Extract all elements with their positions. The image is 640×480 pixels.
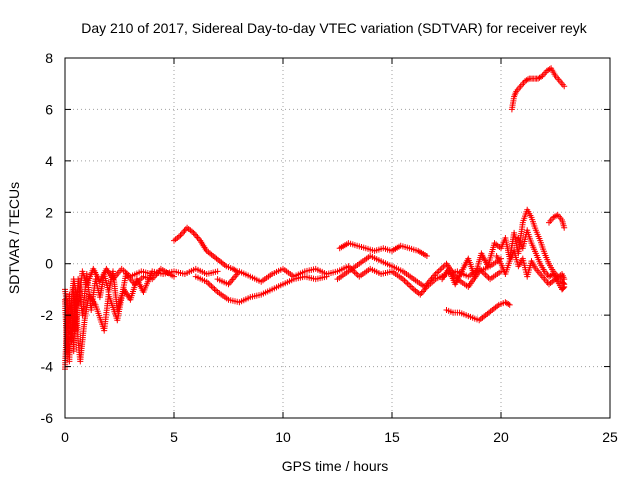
series-late-mid (515, 227, 568, 293)
grid-lines (65, 58, 610, 418)
series-mid-right (334, 253, 504, 290)
x-axis-label: GPS time / hours (282, 458, 389, 474)
series-bump-5h (171, 224, 241, 275)
point-markers (171, 224, 241, 275)
point-markers (508, 65, 568, 113)
y-tick-label: 8 (45, 50, 53, 66)
y-tick-label: 2 (45, 204, 53, 220)
y-tick-label: 6 (45, 101, 53, 117)
point-markers (443, 299, 513, 324)
x-tick-label: 10 (275, 429, 291, 445)
series-short-late (546, 211, 568, 231)
series-bump-13h (336, 240, 430, 259)
y-tick-label: -6 (41, 410, 54, 426)
x-tick-label: 25 (602, 429, 618, 445)
y-tick-label: 4 (45, 153, 53, 169)
y-tick-label: -2 (41, 307, 54, 323)
x-tick-label: 15 (384, 429, 400, 445)
point-markers (336, 240, 430, 259)
x-tick-label: 0 (61, 429, 69, 445)
axis-ticks: 0 5 10 15 20 25 -6 -4 -2 0 2 4 6 8 (41, 50, 618, 445)
y-tick-label: 0 (45, 256, 53, 272)
point-markers (546, 211, 568, 231)
x-tick-label: 5 (170, 429, 178, 445)
y-tick-label: -4 (41, 359, 54, 375)
point-markers (334, 253, 504, 290)
series-dip-18h (443, 299, 513, 324)
point-markers (192, 273, 330, 306)
y-axis-label: SDTVAR / TECUs (6, 182, 22, 294)
x-tick-label: 20 (493, 429, 509, 445)
series-mid-low (192, 273, 330, 306)
plot-frame (64, 57, 611, 419)
data-points (62, 65, 568, 373)
point-markers (515, 227, 568, 293)
chart-title: Day 210 of 2017, Sidereal Day-to-day VTE… (81, 20, 587, 36)
series-high-segment (508, 65, 568, 113)
